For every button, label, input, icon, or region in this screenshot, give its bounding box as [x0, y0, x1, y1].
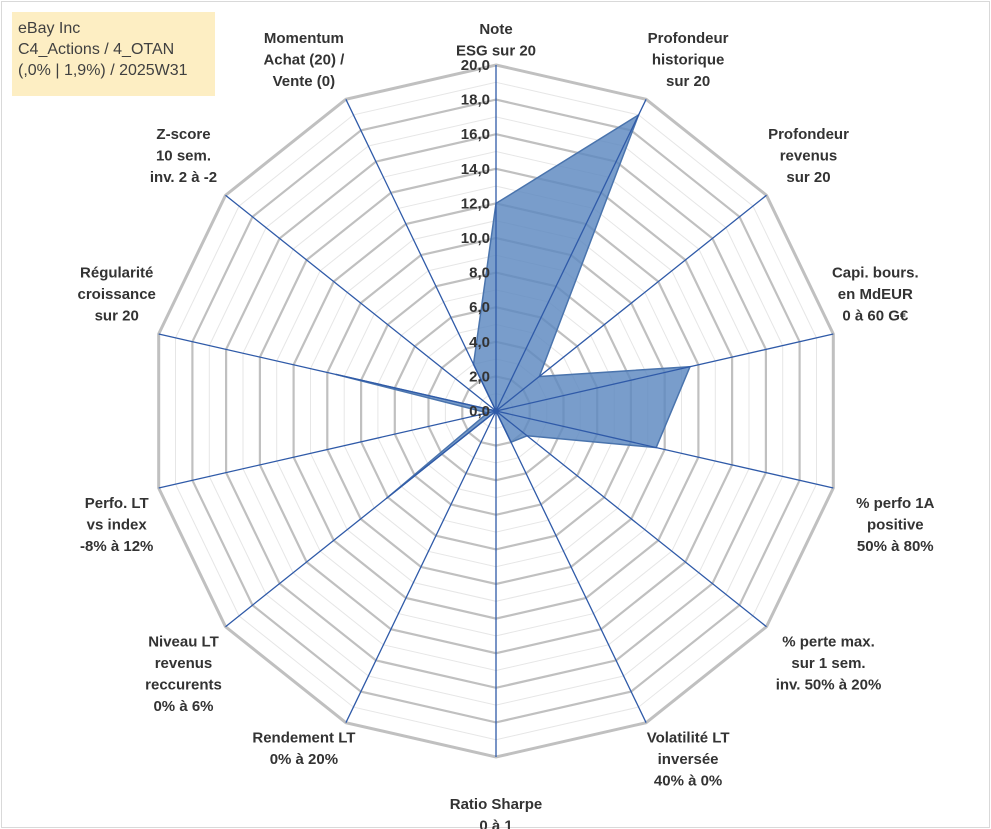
axis-label-line: 0% à 20%: [270, 751, 338, 768]
axis-label-line: Perfo. LT: [85, 495, 149, 512]
axis-label-line: Volatilité LT: [647, 730, 730, 747]
axis-label-line: sur 1 sem.: [791, 655, 865, 672]
axis-label-line: Profondeur: [768, 126, 849, 143]
axis-label: Capi. bours. en MdEUR 0 à 60 G€: [832, 265, 919, 325]
axis-label-line: % perte max.: [782, 634, 875, 651]
axis-label: Régularité croissance sur 20: [78, 265, 156, 325]
axis-label-line: sur 20: [786, 169, 830, 186]
company-name: eBay Inc: [18, 20, 81, 37]
axis-label-line: Momentum: [264, 30, 344, 47]
tick-label: 4,0: [469, 334, 490, 351]
axis-label-line: 0 à 1: [479, 818, 512, 829]
axis-spoke: [225, 410, 497, 628]
axis-label: Note ESG sur 20: [456, 21, 536, 60]
axis-label-line: 50% à 80%: [857, 538, 934, 555]
axis-label-line: Rendement LT: [252, 730, 355, 747]
axis-spoke: [158, 410, 497, 489]
tick-label: 14,0: [461, 161, 490, 178]
axis-label-line: Achat (20) /: [263, 51, 345, 68]
axis-label: Niveau LT revenus reccurents 0% à 6%: [145, 634, 222, 716]
axis-label-line: Vente (0): [273, 73, 336, 90]
tick-label: 6,0: [469, 299, 490, 316]
axis-label-line: ESG sur 20: [456, 43, 536, 60]
tick-label: 12,0: [461, 195, 490, 212]
axis-label-line: croissance: [78, 286, 156, 303]
period-info: (,0% | 1,9%) / 2025W31: [18, 62, 188, 79]
axis-label-line: 0% à 6%: [153, 698, 213, 715]
axis-spoke: [495, 99, 647, 412]
radar-spokes: [158, 65, 834, 757]
axis-spoke: [495, 333, 834, 412]
axis-label: Momentum Achat (20) / Vente (0): [263, 30, 345, 90]
axis-label-line: en MdEUR: [838, 286, 913, 303]
axis-label-line: vs index: [87, 517, 148, 534]
axis-label: % perte max. sur 1 sem. inv. 50% à 20%: [776, 634, 882, 694]
axis-label: Rendement LT 0% à 20%: [252, 730, 355, 769]
axis-label: Ratio Sharpe 0 à 1: [450, 796, 543, 829]
tick-label: 0,0: [469, 403, 490, 420]
axis-label-line: revenus: [155, 655, 213, 672]
axis-spoke: [345, 410, 497, 723]
axis-label-line: Niveau LT: [148, 634, 219, 651]
axis-spoke: [225, 194, 497, 412]
axis-spoke: [495, 410, 647, 723]
axis-label-line: 0 à 60 G€: [842, 308, 909, 325]
axis-label-line: Capi. bours.: [832, 265, 919, 282]
axis-label-line: reccurents: [145, 677, 222, 694]
axis-label-line: Profondeur: [648, 30, 729, 47]
tick-label: 8,0: [469, 265, 490, 282]
category: C4_Actions / 4_OTAN: [18, 41, 175, 58]
tick-label: 18,0: [461, 92, 490, 109]
axis-label-line: -8% à 12%: [80, 538, 153, 555]
axis-label-line: Z-score: [156, 126, 210, 143]
tick-labels: 0,0 2,0 4,0 6,0 8,0 10,0 12,0 14,0 16,0 18,0 20,0: [461, 57, 490, 420]
axis-label-line: % perfo 1A: [856, 495, 935, 512]
axis-spoke: [495, 410, 834, 489]
axis-label: % perfo 1A positive 50% à 80%: [856, 495, 935, 555]
axis-label-line: sur 20: [95, 308, 139, 325]
axis-label-line: Note: [479, 21, 512, 38]
axis-label-line: positive: [867, 517, 924, 534]
axis-label: Z-score 10 sem. inv. 2 à -2: [150, 126, 217, 186]
axis-label: Volatilité LT inversée 40% à 0%: [647, 730, 730, 790]
axis-spoke: [158, 333, 497, 412]
tick-label: 16,0: [461, 126, 490, 143]
axis-label-line: revenus: [780, 147, 838, 164]
axis-label-line: inversée: [658, 751, 719, 768]
tick-label: 10,0: [461, 230, 490, 247]
axis-label-line: inv. 50% à 20%: [776, 677, 882, 694]
axis-label-line: 10 sem.: [156, 147, 211, 164]
axis-label-line: historique: [652, 51, 725, 68]
axis-label-line: sur 20: [666, 73, 710, 90]
info-box: eBay Inc C4_Actions / 4_OTAN (,0% | 1,9%…: [12, 12, 215, 96]
axis-labels: Note ESG sur 20 Profondeur historique sur 20…: [78, 21, 935, 829]
tick-label: 20,0: [461, 57, 490, 74]
axis-label-line: Ratio Sharpe: [450, 796, 543, 813]
axis-spoke: [495, 194, 767, 412]
axis-label-line: inv. 2 à -2: [150, 169, 217, 186]
axis-label-line: Régularité: [80, 265, 153, 282]
axis-spoke: [495, 410, 767, 628]
tick-label: 2,0: [469, 368, 490, 385]
axis-label: Perfo. LT vs index -8% à 12%: [80, 495, 153, 555]
axis-label-line: 40% à 0%: [654, 773, 722, 790]
axis-label: Profondeur revenus sur 20: [768, 126, 849, 186]
axis-spoke: [345, 99, 497, 412]
axis-label: Profondeur historique sur 20: [648, 30, 729, 90]
